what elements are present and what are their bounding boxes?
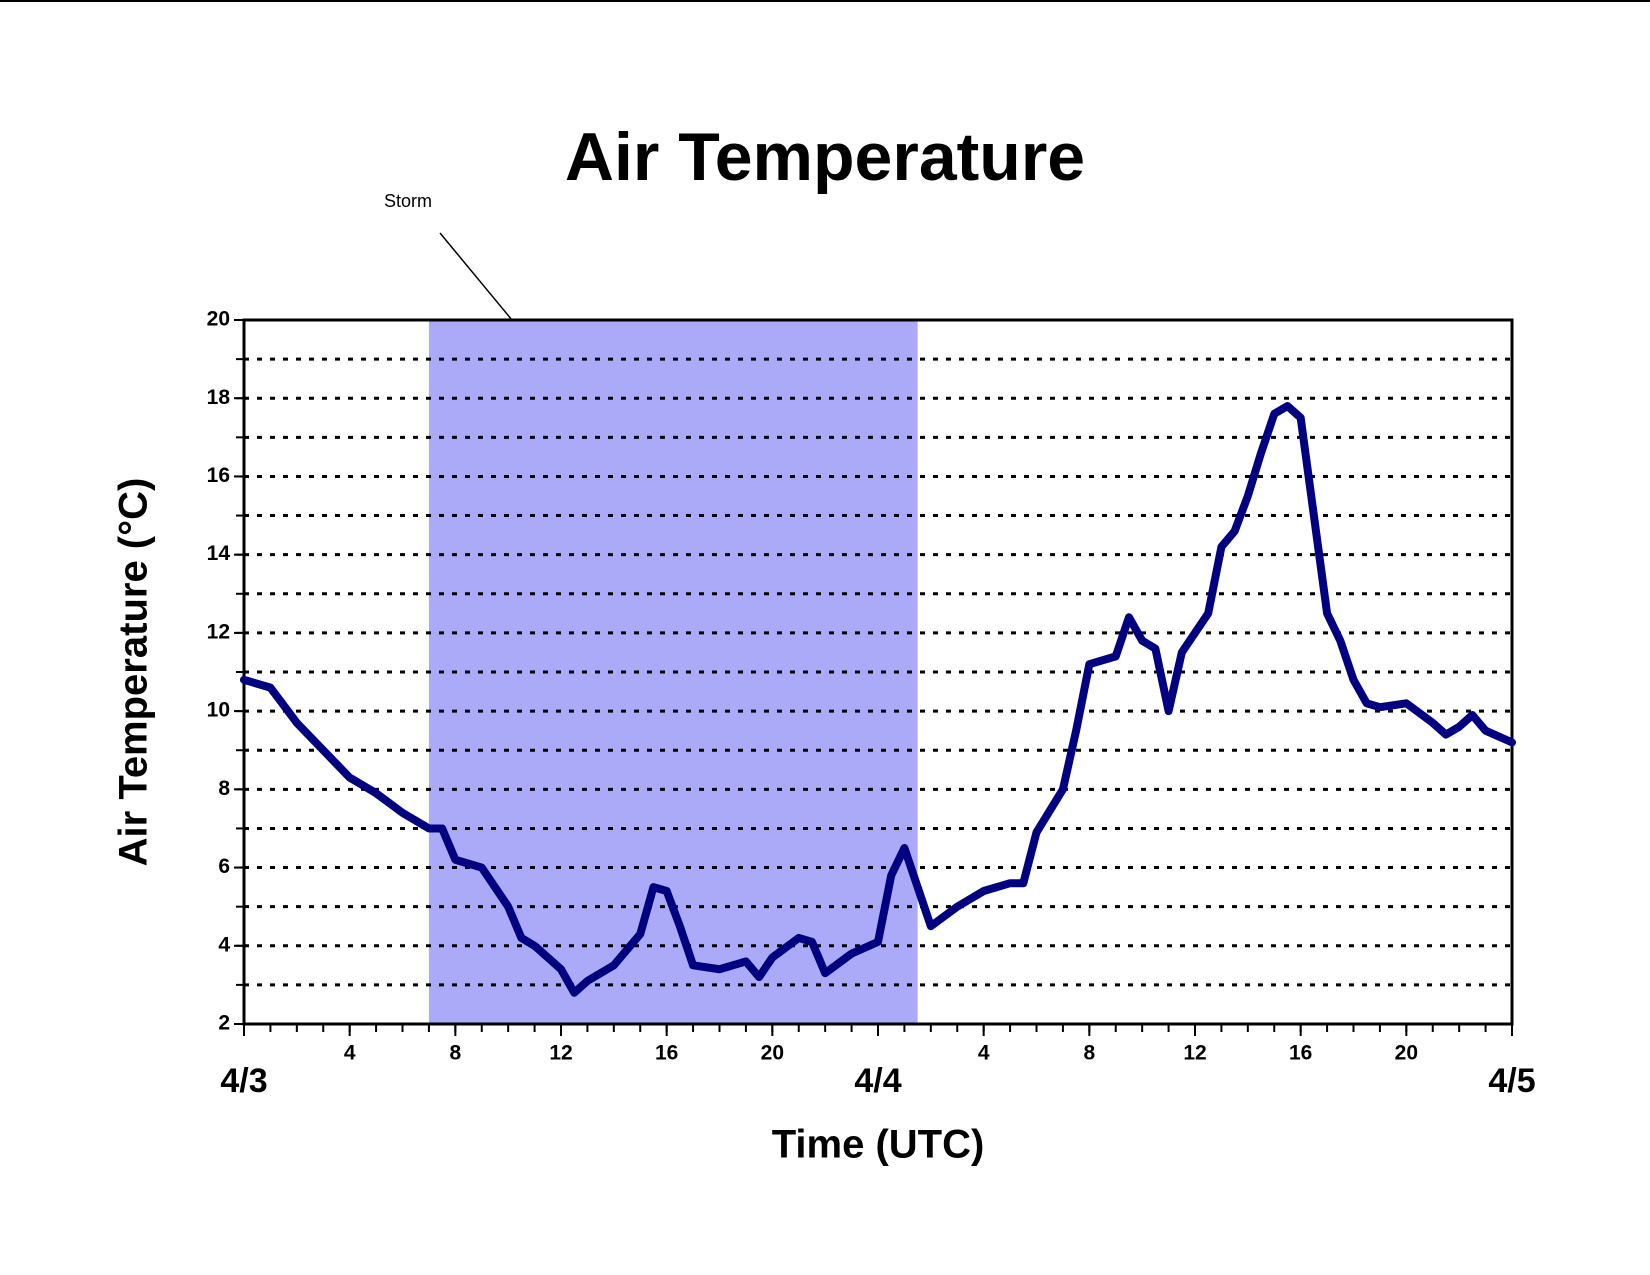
- y-tick-label: 2: [218, 1012, 230, 1035]
- x-tick-label: 4/5: [1488, 1062, 1535, 1100]
- y-tick-label: 12: [207, 620, 230, 643]
- y-tick-label: 4: [218, 933, 230, 956]
- y-tick-label: 14: [207, 542, 231, 565]
- x-tick-label: 4: [344, 1042, 356, 1065]
- plot-frame: [242, 318, 1514, 1026]
- annotation-line: [439, 232, 513, 321]
- x-tick-label: 16: [655, 1042, 678, 1065]
- x-tick-label: 8: [1083, 1042, 1095, 1065]
- y-tick-label: 6: [218, 855, 230, 878]
- x-tick-label: 4/4: [854, 1062, 901, 1100]
- y-tick-label: 10: [207, 699, 230, 722]
- y-tick-label: 20: [207, 308, 230, 331]
- y-tick-label: 18: [207, 386, 231, 409]
- x-tick-label: 8: [449, 1042, 461, 1065]
- y-axis-label: Air Temperature (°C): [112, 478, 156, 867]
- x-tick-label: 12: [1183, 1042, 1206, 1065]
- x-tick-label: 4: [978, 1042, 990, 1065]
- x-tick-label: 16: [1289, 1042, 1312, 1065]
- y-tick-label: 16: [207, 464, 230, 487]
- x-tick-label: 20: [761, 1042, 784, 1065]
- x-tick-label: 12: [549, 1042, 572, 1065]
- y-tick-label: 8: [218, 777, 230, 800]
- annotation-text: Storm: [384, 191, 432, 211]
- x-tick-label: 4/3: [220, 1062, 267, 1100]
- x-axis-label: Time (UTC): [772, 1123, 985, 1167]
- chart-title: Air Temperature: [565, 119, 1085, 195]
- x-tick-label: 20: [1395, 1042, 1418, 1065]
- temperature-line: [240, 402, 1516, 997]
